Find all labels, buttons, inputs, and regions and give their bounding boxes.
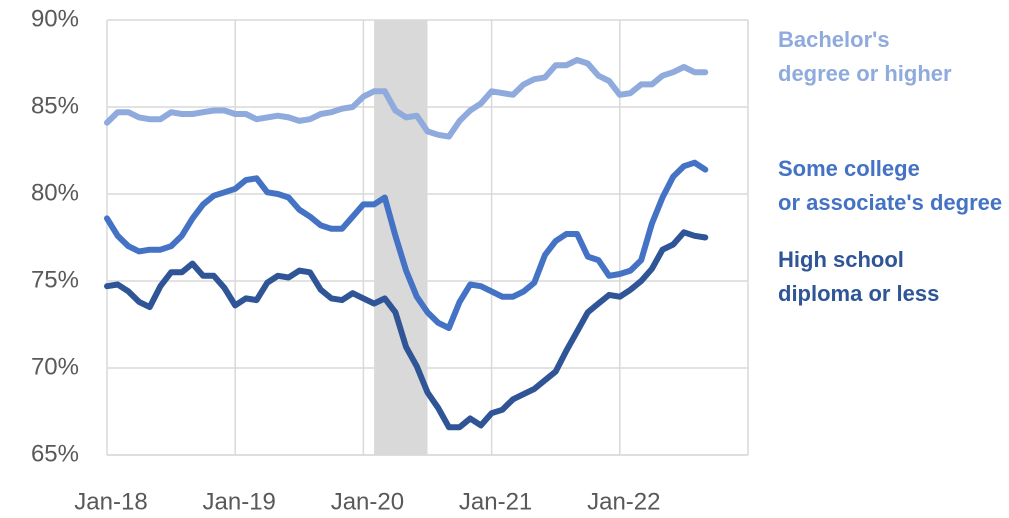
y-tick-label: 65%: [31, 440, 79, 467]
x-tick-label: Jan-19: [203, 488, 276, 515]
x-tick-label: Jan-18: [74, 488, 147, 515]
x-tick-label: Jan-21: [459, 488, 532, 515]
x-tick-label: Jan-22: [587, 488, 660, 515]
series-line: [104, 229, 709, 431]
y-tick-label: 80%: [31, 179, 79, 206]
y-tick-label: 70%: [31, 353, 79, 380]
series-line: [104, 159, 709, 331]
legend-label: Some college or associate's degree: [778, 156, 1002, 215]
series-line: [104, 57, 709, 140]
legend-label: Bachelor's degree or higher: [778, 27, 952, 86]
y-tick-label: 90%: [31, 5, 79, 32]
y-tick-label: 75%: [31, 266, 79, 293]
shaded-period: [374, 20, 428, 455]
y-tick-label: 85%: [31, 92, 79, 119]
legend-label: High school diploma or less: [778, 247, 939, 306]
x-tick-label: Jan-20: [331, 488, 404, 515]
